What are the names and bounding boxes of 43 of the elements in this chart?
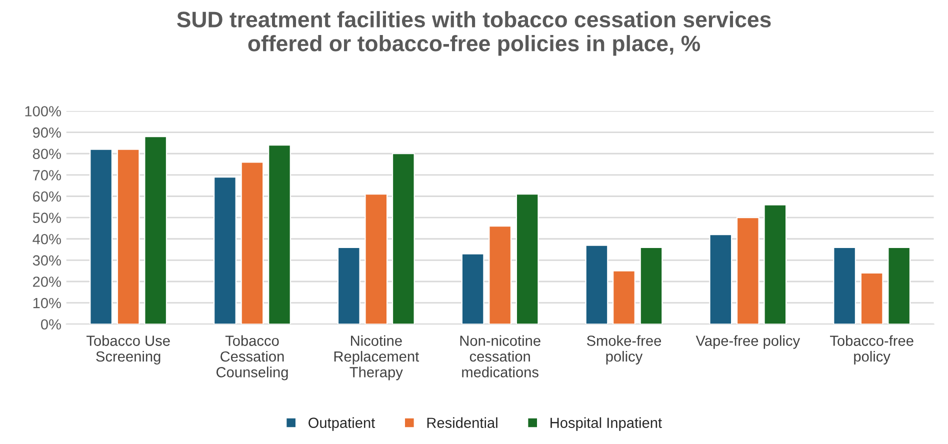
legend-label: Outpatient (308, 417, 376, 431)
bar (516, 194, 539, 324)
bar (144, 136, 168, 324)
bar (116, 148, 140, 324)
legend-label: Hospital Inpatient (550, 417, 662, 431)
y-tick-label: 100% (25, 106, 61, 116)
legend-label: Residential (427, 417, 498, 428)
y-tick-label: 80% (32, 148, 61, 160)
bar (214, 176, 236, 324)
bar (268, 144, 291, 324)
x-tick-label: Nicotine Replacement Therapy (334, 335, 420, 380)
y-tick-label: 30% (32, 255, 61, 266)
bar (488, 226, 512, 324)
y-tick-label: 10% (33, 298, 61, 308)
x-tick-label: Tobacco-free policy (830, 335, 914, 365)
bar (612, 270, 636, 324)
y-tick-label: 0% (40, 319, 61, 330)
y-tick-label: 40% (32, 234, 61, 244)
bar (709, 234, 732, 324)
chart-title: SUD treatment facilities with tobacco cessation services offered or tobacco-free policies in place, % (177, 11, 771, 56)
y-tick-label: 20% (33, 276, 61, 287)
bar (640, 246, 663, 324)
bar (764, 204, 787, 324)
bar (392, 153, 415, 324)
bar (90, 148, 113, 324)
y-tick-label: 60% (33, 191, 61, 202)
bar (860, 272, 884, 324)
bar (585, 244, 608, 324)
bar (461, 253, 484, 324)
x-tick-label: Vape-free policy (696, 335, 800, 349)
bar (736, 217, 760, 324)
x-tick-label: Tobacco Cessation Counseling (216, 335, 288, 380)
x-tick-label: Smoke-free policy (586, 335, 662, 365)
bar (364, 194, 388, 324)
y-tick-label: 70% (33, 170, 61, 180)
y-tick-label: 50% (32, 212, 61, 223)
x-tick-label: Non-nicotine cessation medications (460, 335, 540, 378)
bar (337, 246, 360, 324)
y-tick-label: 90% (32, 127, 61, 138)
bar (833, 246, 856, 324)
x-tick-label: Tobacco Use Screening (86, 335, 170, 365)
bar (888, 246, 911, 324)
bar (240, 162, 264, 324)
